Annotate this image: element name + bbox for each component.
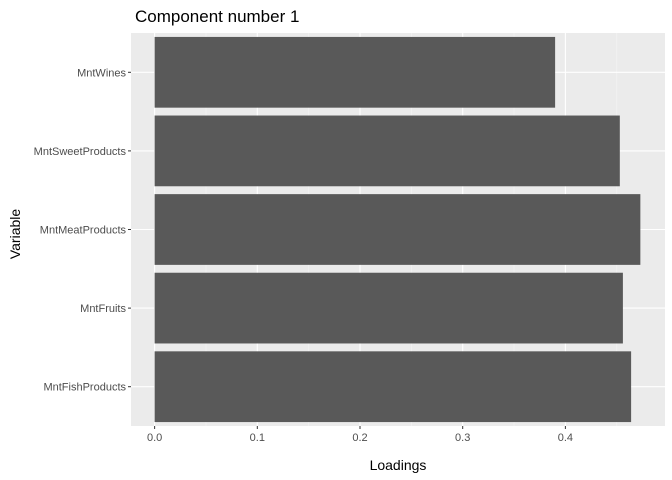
bar-MntFishProducts — [154, 351, 632, 423]
bar-MntSweetProducts — [154, 115, 620, 187]
bar-MntWines — [154, 36, 556, 108]
x-axis-title: Loadings — [370, 457, 427, 473]
x-tick-label: 0.1 — [250, 432, 265, 444]
x-tick-label: 0.0 — [147, 432, 162, 444]
y-tick-label: MntSweetProducts — [34, 146, 127, 158]
bars — [154, 36, 641, 423]
y-tick-label: MntWines — [77, 67, 126, 79]
bar-MntMeatProducts — [154, 194, 641, 265]
x-tick-label: 0.2 — [352, 432, 367, 444]
y-axis-title: Variable — [7, 209, 23, 260]
y-tick-label: MntFruits — [80, 303, 126, 315]
x-axis: 0.0 0.1 0.2 0.3 0.4 — [147, 426, 573, 444]
x-tick-label: 0.3 — [455, 432, 470, 444]
y-tick-label: MntFishProducts — [43, 382, 126, 394]
x-tick-label: 0.4 — [558, 432, 573, 444]
chart-title: Component number 1 — [135, 7, 299, 26]
y-axis: MntFishProducts MntFruits MntMeatProducts M… — [34, 67, 131, 394]
y-tick-label: MntMeatProducts — [40, 225, 127, 237]
bar-MntFruits — [154, 272, 623, 344]
